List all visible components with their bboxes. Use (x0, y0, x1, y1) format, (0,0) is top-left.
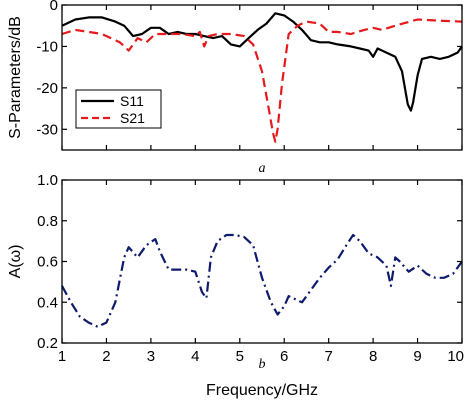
legend-box (75, 89, 162, 129)
y-axis-title: S-Parameters/dB (7, 16, 24, 139)
x-tick-label: 7 (324, 348, 332, 365)
x-tick-label: 9 (413, 348, 421, 365)
plot-frame (61, 179, 463, 344)
x-tick-label: 10 (447, 348, 464, 365)
chart-panel-b: 0.2 0.4 0.6 0.8 1.0 1 2 3 4 5 6 7 8 9 10 A(ω) Frequency/… (7, 172, 464, 399)
panel-label: a (259, 161, 266, 176)
y-axis-title: A(ω) (7, 245, 24, 279)
y-tick-label: 0 (50, 0, 58, 14)
x-tick-label: 1 (58, 348, 66, 365)
plot-frame (61, 4, 463, 151)
y-tick-label: 1.0 (37, 172, 58, 189)
panel-label: b (259, 357, 266, 372)
y-tick-label: 0.2 (37, 335, 58, 352)
x-axis-title: Frequency/GHz (206, 382, 318, 399)
y-tick-label: -20 (36, 80, 58, 97)
legend-label-s11: S11 (120, 93, 144, 109)
x-tick-label: 5 (236, 348, 244, 365)
x-tick-label: 4 (191, 348, 199, 365)
x-tick-label: 6 (280, 348, 288, 365)
series-line-s21 (61, 18, 463, 143)
legend-label-s21: S21 (120, 110, 145, 126)
x-tick-label: 8 (369, 348, 377, 365)
y-tick-label: -30 (36, 121, 58, 138)
series-line-s11 (61, 12, 463, 112)
y-tick-label: -10 (36, 38, 58, 55)
y-tick-label: 0.4 (37, 294, 58, 311)
y-tick-label: 0.8 (37, 213, 58, 230)
y-tick-label: 0.6 (37, 254, 58, 271)
series-line-absorption (61, 233, 463, 328)
x-tick-label: 3 (147, 348, 155, 365)
x-tick-label: 2 (102, 348, 110, 365)
